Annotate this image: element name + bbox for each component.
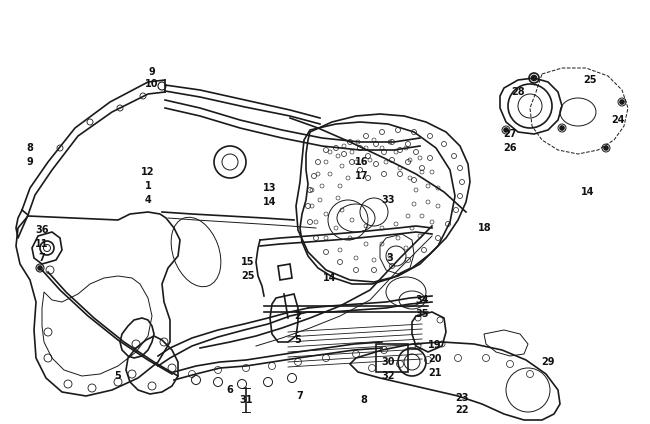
Text: 8: 8 xyxy=(27,143,33,153)
Circle shape xyxy=(620,100,624,104)
Circle shape xyxy=(560,126,564,130)
Text: 17: 17 xyxy=(356,171,369,181)
Text: 9: 9 xyxy=(27,157,33,167)
Text: 22: 22 xyxy=(455,405,469,415)
Text: 12: 12 xyxy=(141,167,155,177)
Text: 21: 21 xyxy=(428,368,442,378)
Text: 11: 11 xyxy=(35,239,49,249)
Text: 35: 35 xyxy=(415,309,429,319)
Circle shape xyxy=(604,146,608,150)
Text: 14: 14 xyxy=(323,273,337,283)
Text: 15: 15 xyxy=(241,257,255,267)
Text: 25: 25 xyxy=(583,75,597,85)
Text: 4: 4 xyxy=(144,195,151,205)
Text: 1: 1 xyxy=(144,181,151,191)
Text: 18: 18 xyxy=(478,223,492,233)
Text: 14: 14 xyxy=(581,187,595,197)
Text: 25: 25 xyxy=(241,271,255,281)
Text: 16: 16 xyxy=(356,157,369,167)
Text: 30: 30 xyxy=(382,357,395,367)
Text: 20: 20 xyxy=(428,354,442,364)
Text: 31: 31 xyxy=(239,395,253,405)
Text: 9: 9 xyxy=(149,67,155,77)
Circle shape xyxy=(504,128,508,132)
Circle shape xyxy=(532,75,536,81)
Text: 24: 24 xyxy=(611,115,625,125)
Text: 7: 7 xyxy=(296,391,304,401)
Text: 7: 7 xyxy=(38,253,46,263)
Text: 5: 5 xyxy=(294,335,302,345)
Text: 26: 26 xyxy=(503,143,517,153)
Text: 5: 5 xyxy=(114,371,122,381)
Text: 19: 19 xyxy=(428,340,442,350)
Circle shape xyxy=(38,266,42,270)
Text: 33: 33 xyxy=(382,195,395,205)
Text: 32: 32 xyxy=(382,371,395,381)
Text: 34: 34 xyxy=(415,295,429,305)
Text: 3: 3 xyxy=(387,253,393,263)
Text: 28: 28 xyxy=(511,87,525,97)
Text: 10: 10 xyxy=(145,79,159,89)
Text: 13: 13 xyxy=(263,183,277,193)
Text: 27: 27 xyxy=(503,129,517,139)
Text: 23: 23 xyxy=(455,393,469,403)
Text: 6: 6 xyxy=(227,385,233,395)
Text: 36: 36 xyxy=(35,225,49,235)
Text: 8: 8 xyxy=(361,395,367,405)
Text: 14: 14 xyxy=(263,197,277,207)
Text: 2: 2 xyxy=(294,311,302,321)
Text: 29: 29 xyxy=(541,357,554,367)
